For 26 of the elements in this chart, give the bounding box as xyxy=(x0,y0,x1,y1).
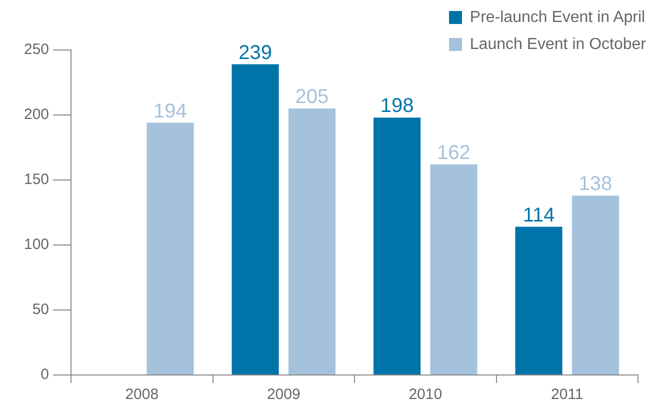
x-tick-label: 2011 xyxy=(550,386,584,404)
bar xyxy=(515,226,562,374)
y-tick-label: 100 xyxy=(24,236,50,254)
y-tick-label: 0 xyxy=(40,366,50,384)
y-tick-label: 200 xyxy=(24,106,50,124)
data-label: 194 xyxy=(154,100,187,122)
data-label: 205 xyxy=(295,86,329,108)
data-label: 138 xyxy=(578,173,612,196)
data-label: 162 xyxy=(437,142,470,164)
y-tick-label: 250 xyxy=(24,41,50,58)
legend-label: Pre-launch Event in April xyxy=(470,8,646,26)
x-tick-label: 2010 xyxy=(408,386,442,404)
x-tick-label: 2009 xyxy=(266,386,300,404)
legend-label: Launch Event in October xyxy=(470,36,646,54)
y-tick-label: 50 xyxy=(32,301,50,318)
bar xyxy=(146,122,194,374)
data-label: 239 xyxy=(238,42,272,64)
bar xyxy=(232,64,279,374)
bar xyxy=(374,118,421,374)
bar xyxy=(430,164,478,374)
bar xyxy=(572,196,620,374)
data-label: 198 xyxy=(380,95,414,118)
x-tick-label: 2008 xyxy=(125,386,159,404)
data-label: 114 xyxy=(522,204,555,226)
y-tick-label: 150 xyxy=(24,171,50,188)
bar xyxy=(288,108,336,374)
